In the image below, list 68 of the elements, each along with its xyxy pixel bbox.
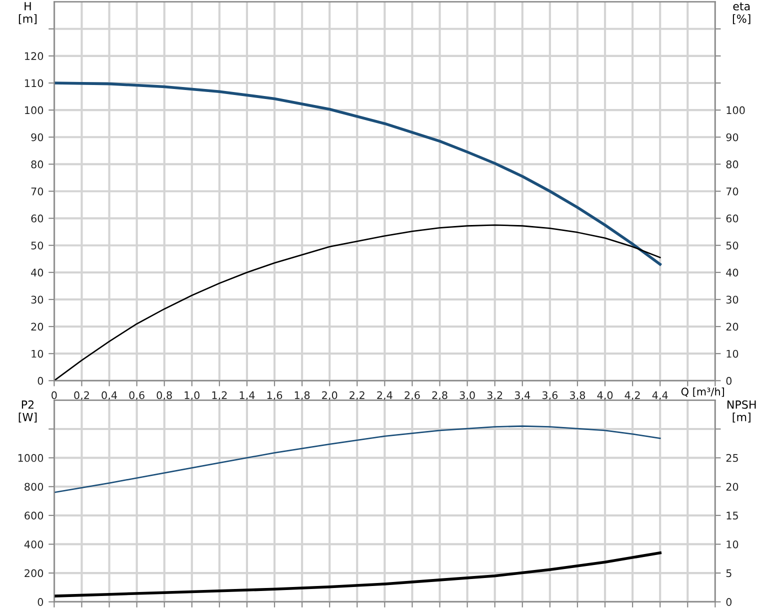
- y-tick-label: 40: [31, 268, 44, 277]
- y-tick-label: 90: [31, 133, 44, 142]
- y-tick-label: 20: [31, 322, 44, 331]
- y2-tick-label: 20: [726, 482, 738, 491]
- x-tick-label: 3,0: [460, 391, 475, 400]
- y2-tick-label: 30: [726, 296, 738, 304]
- x-tick-label: 0: [52, 391, 57, 400]
- y-tick-label: 200: [24, 569, 44, 578]
- x-tick-label: 4,2: [624, 391, 640, 400]
- y2-tick-label: 100: [726, 106, 745, 114]
- x-tick-label: 2,4: [377, 391, 392, 400]
- x-tick-label: 0,4: [102, 391, 117, 400]
- y-tick-label: 80: [31, 160, 44, 168]
- x-tick-label: 0,8: [156, 391, 172, 400]
- y-tick-label: 60: [31, 214, 44, 222]
- x-tick-label: 0,6: [129, 391, 144, 400]
- y2-axis-title: eta [%]: [732, 2, 750, 24]
- y-tick-label: 70: [31, 187, 44, 196]
- y2-tick-label: 20: [726, 322, 738, 331]
- x-tick-label: 3,2: [487, 391, 502, 400]
- y-tick-label: 0: [38, 598, 44, 606]
- y-axis-title: P2 [W]: [18, 400, 37, 423]
- y2-tick-label: 90: [726, 133, 738, 142]
- y2-tick-label: 80: [726, 160, 738, 168]
- y-tick-label: 0: [38, 376, 44, 385]
- y-tick-label: 30: [31, 296, 44, 304]
- y2-tick-label: 50: [726, 242, 738, 250]
- y2-tick-label: 10: [726, 540, 738, 548]
- x-tick-label: 4,0: [597, 391, 613, 400]
- y-tick-label: 400: [24, 540, 44, 548]
- x-tick-label: 3,6: [542, 391, 558, 400]
- x-tick-label: 4,4: [652, 391, 668, 400]
- y2-tick-label: 15: [726, 512, 738, 520]
- line-series: [54, 82, 662, 266]
- y-tick-label: 800: [24, 482, 44, 491]
- y2-tick-label: 10: [726, 350, 738, 358]
- y-tick-label: 10: [32, 350, 44, 358]
- y-tick-label: 100: [25, 106, 44, 114]
- y2-axis-title: NPSH [m]: [727, 400, 756, 423]
- y-axis-title: H [m]: [18, 2, 37, 24]
- y-tick-label: 600: [24, 512, 44, 520]
- y2-tick-label: 0: [726, 376, 732, 385]
- y2-tick-label: 70: [726, 187, 738, 196]
- y2-tick-label: 25: [726, 454, 738, 462]
- x-tick-label: 2,8: [432, 391, 448, 400]
- line-series: [54, 224, 661, 381]
- y2-tick-label: 40: [726, 268, 738, 277]
- x-tick-label: 0,2: [74, 391, 89, 400]
- x-axis-title: Q [m³/h]: [681, 387, 724, 397]
- y-tick-label: 120: [25, 52, 44, 60]
- y-tick-label: 1000: [18, 454, 44, 462]
- y-tick-label: 50: [31, 242, 44, 250]
- x-tick-label: 3,4: [514, 391, 530, 400]
- x-tick-label: 2,6: [404, 391, 420, 400]
- x-tick-label: 2,2: [350, 391, 364, 400]
- x-tick-label: 2,0: [322, 391, 338, 400]
- y2-tick-label: 0: [726, 598, 732, 606]
- x-tick-label: 1,8: [294, 391, 310, 400]
- line-series: [54, 425, 661, 494]
- x-tick-label: 1,6: [267, 391, 282, 400]
- line-series: [54, 551, 662, 598]
- x-tick-label: 3,8: [570, 391, 586, 400]
- y2-tick-label: 5: [726, 569, 732, 578]
- y-tick-label: 110: [25, 79, 44, 88]
- x-tick-label: 1,2: [212, 391, 227, 400]
- x-tick-label: 1,0: [184, 391, 200, 400]
- y2-tick-label: 60: [726, 214, 738, 222]
- x-tick-label: 1,4: [240, 391, 255, 400]
